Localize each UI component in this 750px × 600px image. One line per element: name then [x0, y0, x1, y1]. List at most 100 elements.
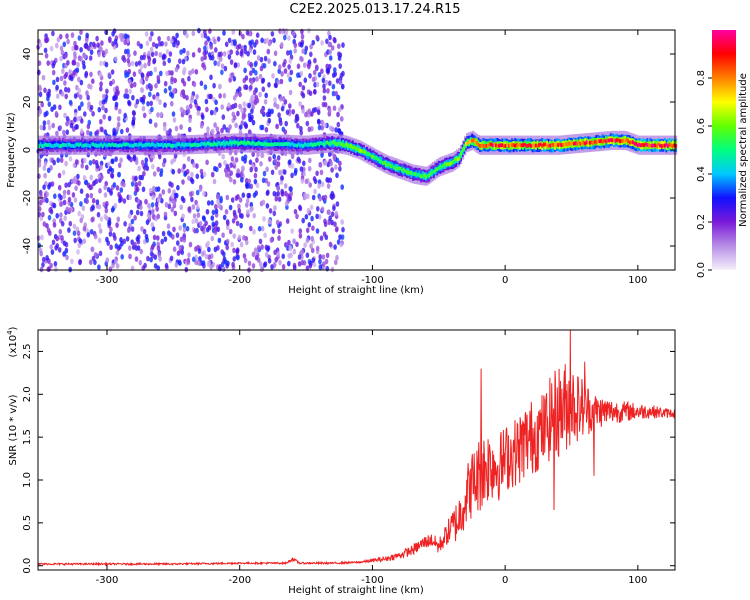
heatmap-cell	[68, 74, 72, 81]
heatmap-cell	[133, 50, 137, 56]
heatmap-cell	[217, 203, 222, 209]
heatmap-cell	[190, 94, 195, 101]
heatmap-cell	[343, 143, 346, 148]
heatmap-cell	[316, 118, 321, 125]
heatmap-cell	[247, 260, 252, 267]
heatmap-cell	[65, 143, 68, 148]
heatmap-cell	[248, 40, 252, 46]
heatmap-cell	[138, 259, 143, 266]
x-tick-label: -100	[361, 575, 384, 586]
heatmap-cell	[86, 232, 91, 238]
heatmap-cell	[447, 162, 450, 166]
colorbar-gradient	[712, 30, 736, 270]
heatmap-cell	[333, 67, 337, 73]
heatmap-cell	[215, 126, 220, 132]
heatmap-cell	[289, 190, 294, 197]
heatmap-cell	[288, 103, 292, 109]
heatmap-cell	[206, 36, 210, 42]
heatmap-cell	[56, 93, 60, 99]
heatmap-cell	[234, 214, 238, 220]
heatmap-cell	[280, 105, 285, 112]
heatmap-cell	[208, 28, 212, 34]
heatmap-cell	[67, 196, 72, 203]
heatmap-cell	[124, 88, 129, 94]
colorbar: 0.00.20.40.60.8 Normalized spectral ampl…	[696, 30, 749, 278]
heatmap-cell	[209, 264, 213, 270]
heatmap-cell	[241, 192, 246, 198]
heatmap-cell	[530, 144, 533, 148]
heatmap-cell	[149, 256, 153, 263]
heatmap-cell	[210, 235, 215, 242]
heatmap-cell	[154, 201, 159, 207]
heatmap-cell	[198, 186, 203, 192]
colorbar-label: Normalized spectral amplitude	[738, 73, 749, 227]
heatmap-cell	[49, 208, 54, 215]
heatmap-cell	[135, 236, 140, 242]
heatmap-cell	[277, 196, 282, 202]
heatmap-cell	[148, 118, 153, 125]
heatmap-cell	[246, 209, 250, 215]
heatmap-cell	[37, 162, 42, 168]
heatmap-cell	[328, 49, 333, 55]
heatmap-cell	[90, 246, 94, 253]
heatmap-cell	[213, 38, 217, 45]
heatmap-cell	[64, 182, 68, 188]
heatmap-cell	[58, 125, 63, 131]
heatmap-cell	[338, 234, 342, 240]
heatmap-cell	[141, 143, 144, 148]
heatmap-cell	[405, 170, 408, 175]
heatmap-cell	[218, 140, 220, 145]
heatmap-cell	[132, 143, 134, 148]
heatmap-cell	[77, 105, 82, 111]
heatmap-cell	[77, 76, 81, 83]
heatmap-cell	[65, 254, 69, 261]
heatmap-cell	[163, 126, 167, 132]
heatmap-cell	[157, 143, 160, 147]
heatmap-cell	[630, 140, 633, 145]
heatmap-cell	[652, 143, 655, 148]
heatmap-cell	[241, 114, 246, 121]
heatmap-cell	[127, 99, 131, 106]
heatmap-cell	[131, 175, 136, 181]
heatmap-cell	[633, 141, 636, 146]
heatmap-cell	[351, 145, 354, 150]
heatmap-cell	[115, 185, 120, 191]
heatmap-cell	[332, 140, 335, 144]
heatmap-cell	[55, 235, 59, 242]
heatmap-cell	[48, 181, 52, 188]
heatmap-cell	[128, 194, 132, 201]
heatmap-cell	[252, 49, 257, 55]
heatmap-cell	[488, 142, 491, 147]
heatmap-cell	[140, 174, 144, 181]
heatmap-cell	[146, 212, 151, 218]
heatmap-cell	[41, 262, 45, 268]
heatmap-cell	[170, 76, 174, 82]
heatmap-cell	[171, 111, 176, 117]
heatmap-cell	[98, 71, 103, 78]
heatmap-cell	[89, 174, 94, 181]
heatmap-cell	[84, 143, 87, 148]
heatmap-cell	[305, 252, 310, 258]
heatmap-cell	[377, 157, 380, 162]
heatmap-cell	[334, 259, 338, 266]
heatmap-cell	[226, 127, 231, 134]
heatmap-cell	[174, 262, 179, 268]
heatmap-cell	[186, 50, 190, 57]
heatmap-cell	[134, 61, 139, 67]
heatmap-cell	[79, 201, 83, 207]
heatmap-cell	[135, 98, 140, 105]
heatmap-cell	[113, 202, 118, 209]
heatmap-cell	[177, 168, 181, 174]
heatmap-cell	[654, 143, 657, 148]
heatmap-cell	[109, 143, 112, 148]
heatmap-cell	[169, 255, 174, 262]
heatmap-cell	[253, 99, 258, 106]
heatmap-cell	[84, 72, 88, 79]
heatmap-cell	[428, 173, 431, 178]
heatmap-cell	[194, 69, 199, 75]
heatmap-cell	[82, 175, 87, 181]
heatmap-cell	[249, 225, 253, 232]
heatmap-cell	[284, 28, 289, 34]
heatmap-cell	[307, 63, 311, 70]
heatmap-cell	[439, 165, 442, 169]
